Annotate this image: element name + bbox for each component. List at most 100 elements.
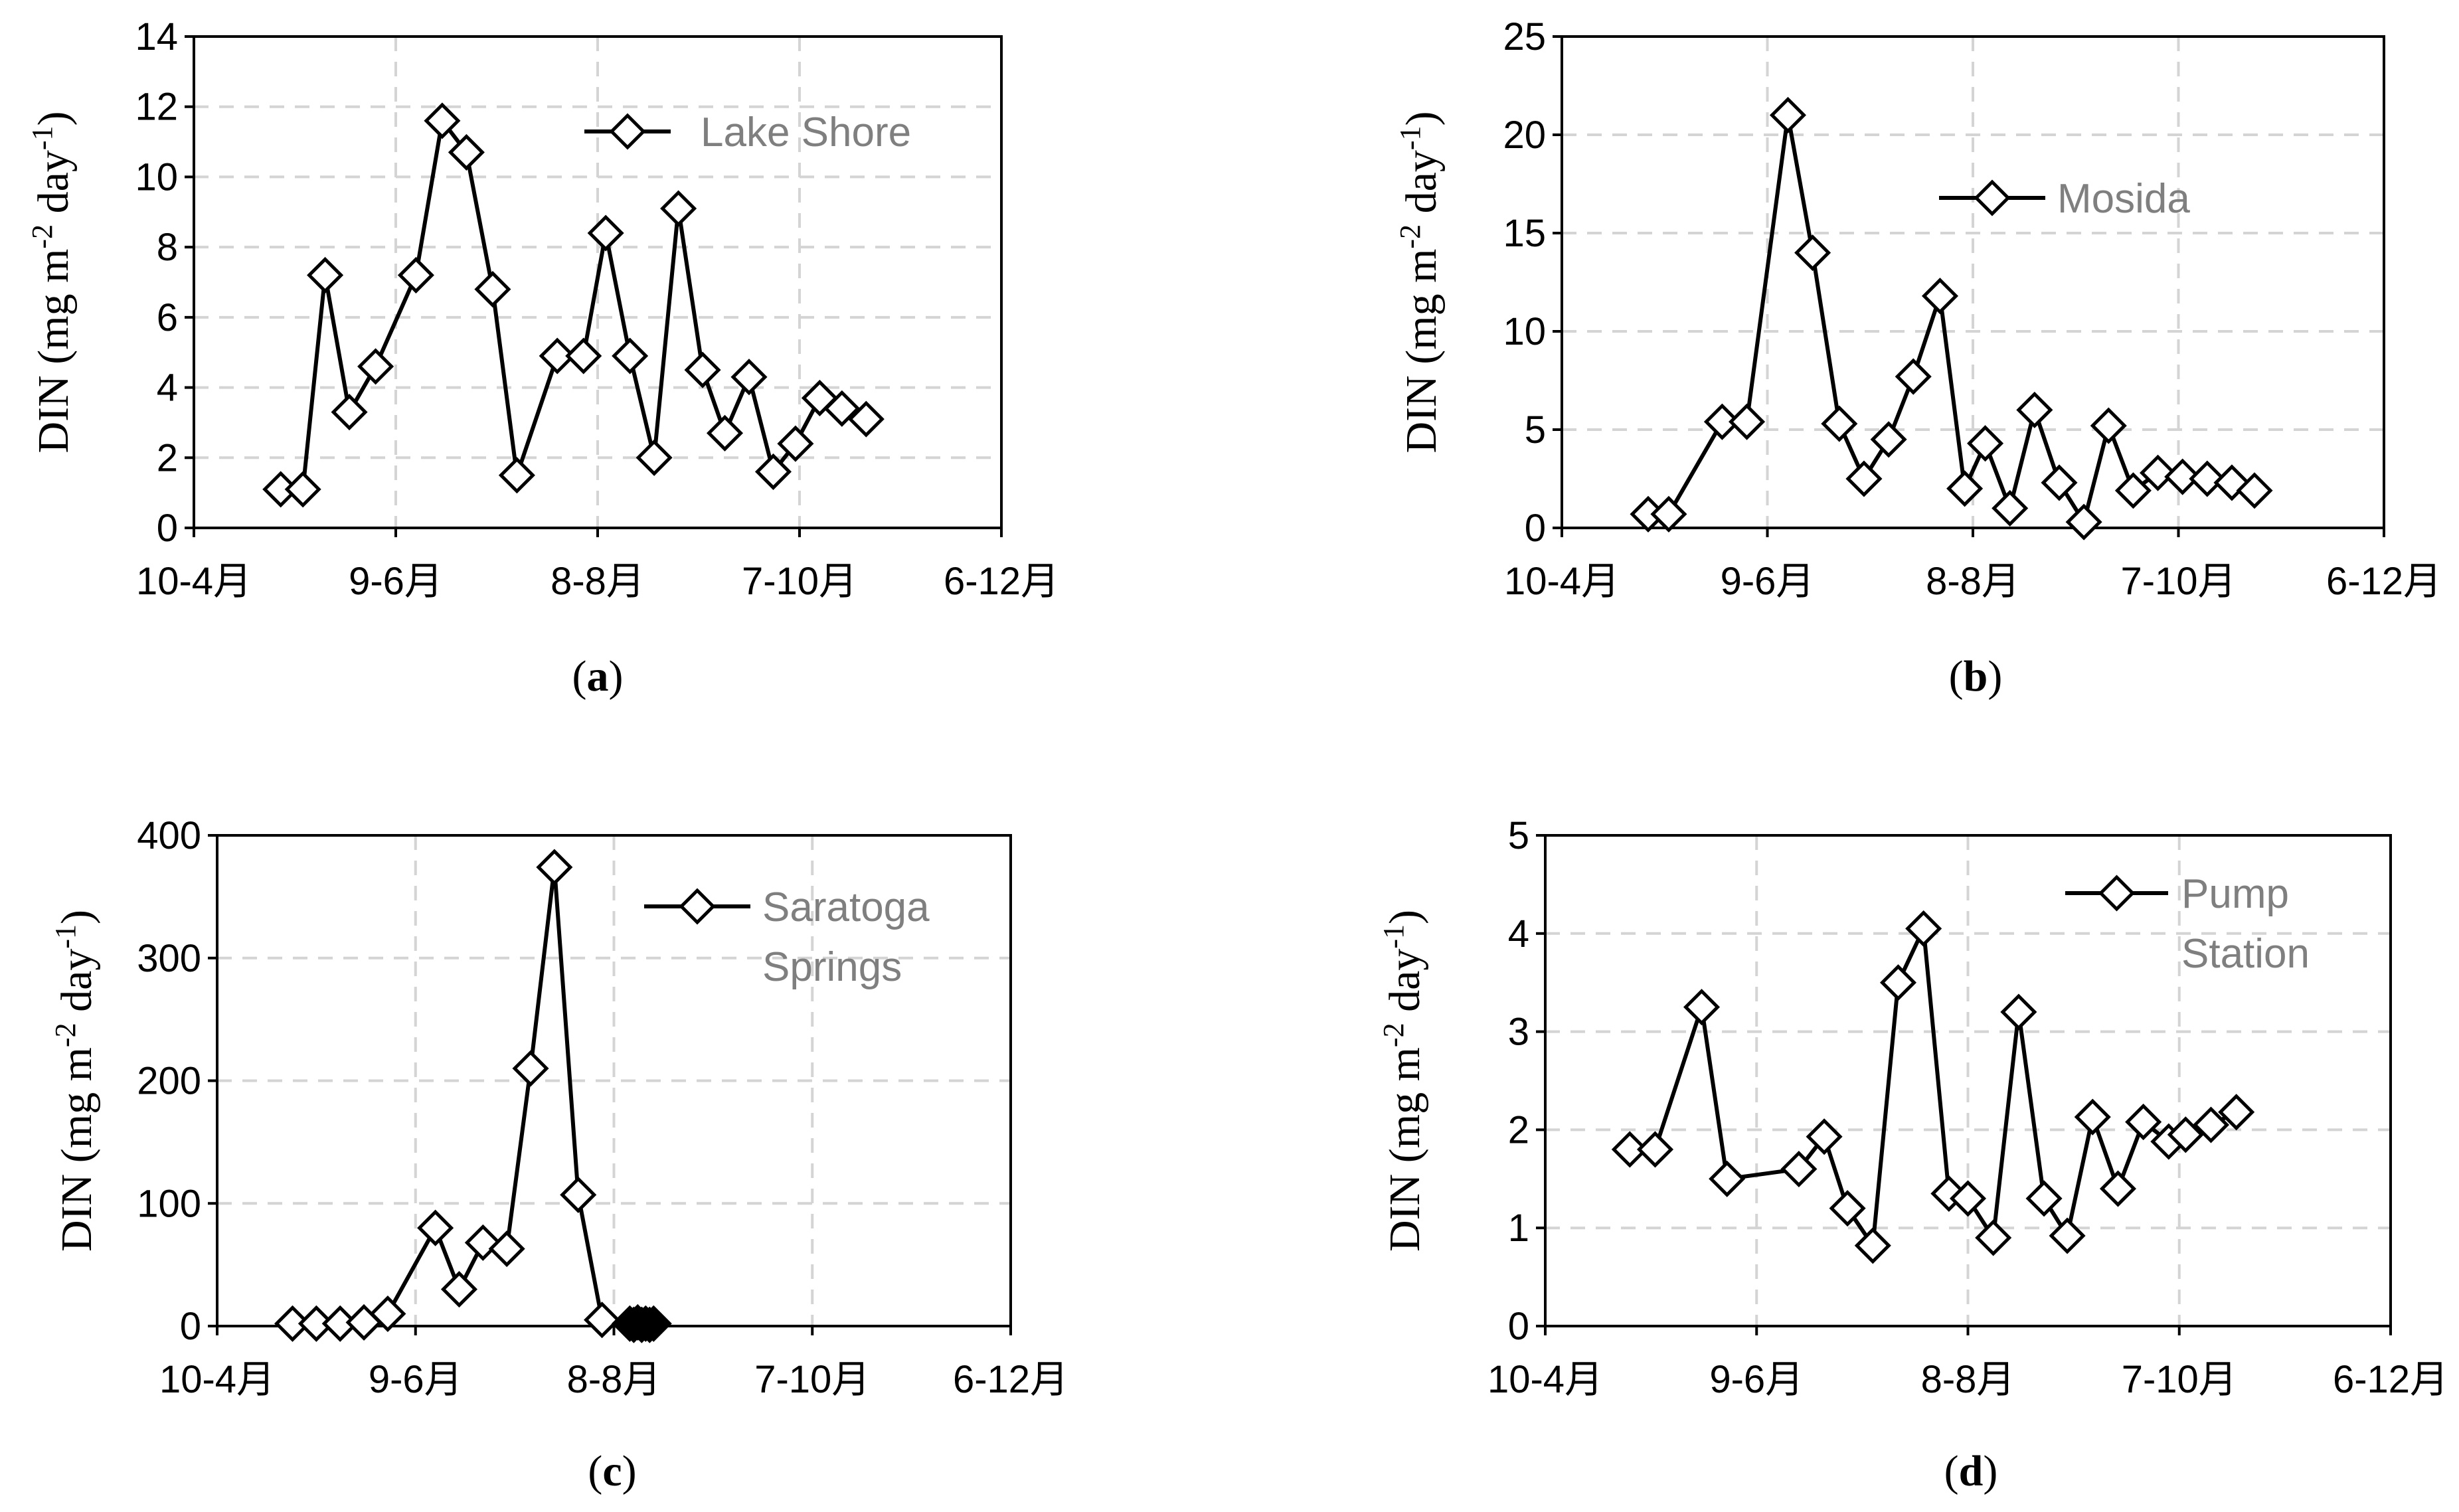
caption-paren: ) (609, 652, 624, 701)
caption-paren: ( (572, 652, 587, 701)
legend-label: Pump (2181, 871, 2289, 917)
data-point (1611, 1131, 1648, 1168)
caption-paren: ) (1988, 652, 2002, 701)
y-tick-label: 3 (1508, 1011, 1529, 1054)
x-tick-label: 8-8月 (1921, 1358, 2015, 1401)
data-point (512, 1050, 549, 1087)
data-point (660, 190, 697, 227)
data-point (1769, 96, 1806, 133)
series-1 (1630, 96, 2273, 541)
data-point (2236, 472, 2273, 509)
data-point (1879, 964, 1917, 1001)
y-tick-label: 25 (1503, 15, 1546, 58)
series-line (292, 865, 604, 1326)
data-point (1967, 425, 2004, 462)
data-point (1829, 1190, 1866, 1227)
y-axis-label-superscript: -2 (26, 224, 58, 249)
x-tick-label: 7-10月 (2122, 1358, 2237, 1401)
panel-caption: (c) (588, 1447, 636, 1495)
data-point (1650, 495, 1687, 533)
y-tick-label: 2 (1508, 1108, 1529, 1151)
y-tick-label: 400 (137, 814, 201, 857)
data-point (2218, 1094, 2255, 1131)
data-point (730, 359, 768, 396)
legend-label: Station (2181, 931, 2310, 977)
y-tick-label: 4 (1508, 912, 1529, 956)
x-tick-label: 7-10月 (2120, 560, 2236, 603)
y-axis-label-part: day (1381, 949, 1429, 1023)
y-axis-label-part: ) (1381, 910, 1429, 924)
data-point (274, 1305, 311, 1342)
data-point (2065, 503, 2102, 541)
data-point (1895, 358, 1932, 395)
x-tick-label: 6-12月 (2326, 560, 2442, 603)
legend-label: Mosida (2057, 176, 2190, 222)
x-tick-label: 6-12月 (953, 1358, 1068, 1401)
y-tick-label: 2 (157, 436, 178, 479)
y-axis-label-part: DIN (mg m (1397, 249, 1446, 454)
y-tick-label: 0 (1525, 507, 1546, 550)
y-axis-label: DIN (mg m-2 day-1) (1377, 910, 1430, 1252)
data-point (1921, 278, 1959, 315)
data-point (2140, 454, 2177, 491)
data-point (1821, 405, 1858, 442)
data-point (1992, 489, 2029, 527)
panel-caption: (d) (1944, 1447, 1998, 1495)
caption-letter: c (602, 1447, 622, 1495)
x-tick-label: 9-6月 (1721, 560, 1815, 603)
y-tick-label: 8 (157, 226, 178, 269)
legend-marker (2098, 875, 2136, 912)
y-tick-label: 0 (1508, 1305, 1529, 1348)
data-point (1905, 910, 1942, 947)
y-tick-label: 4 (157, 367, 178, 410)
y-axis-label-superscript: -1 (1394, 126, 1426, 150)
y-axis-label-superscript: -1 (26, 126, 58, 150)
x-tick-label: 6-12月 (944, 560, 1059, 603)
data-point (2074, 1098, 2111, 1135)
y-axis-label-superscript: -1 (1377, 924, 1410, 949)
panel-caption: (b) (1949, 652, 2003, 701)
y-axis-label: DIN (mg m-2 day-1) (49, 910, 102, 1252)
data-point (307, 256, 344, 294)
y-tick-label: 10 (135, 155, 178, 199)
y-axis-label-part: day (1397, 150, 1446, 224)
y-axis-label-part: DIN (mg m (1381, 1047, 1429, 1252)
data-point (369, 1295, 406, 1333)
x-tick-label: 8-8月 (567, 1358, 661, 1401)
data-point (1703, 403, 1740, 440)
x-tick-label: 9-6月 (1709, 1358, 1804, 1401)
x-tick-label: 8-8月 (1926, 560, 2020, 603)
data-point (1729, 403, 1766, 440)
grid (1545, 834, 2391, 1326)
caption-paren: ) (622, 1447, 637, 1495)
x-tick-label: 9-6月 (369, 1358, 463, 1401)
data-point (560, 1176, 597, 1213)
data-point (1709, 1160, 1746, 1197)
y-tick-label: 200 (137, 1060, 201, 1103)
x-tick-label: 10-4月 (1487, 1358, 1603, 1401)
data-point (684, 351, 721, 388)
data-point (1845, 460, 1883, 497)
data-point (440, 1271, 478, 1308)
data-point (2090, 407, 2127, 444)
data-point (1946, 470, 1984, 507)
data-point (1806, 1118, 1843, 1155)
y-axis-label-part: day (29, 150, 78, 224)
legend-label: Springs (762, 944, 902, 990)
data-point (1683, 989, 1721, 1026)
grid (1562, 35, 2384, 528)
data-point (474, 271, 511, 308)
data-point (2049, 1217, 2086, 1254)
data-point (331, 394, 368, 431)
caption-letter: a (587, 652, 609, 701)
caption-paren: ( (1944, 1447, 1959, 1495)
data-point (536, 849, 573, 886)
y-tick-label: 20 (1503, 114, 1546, 157)
data-point (587, 214, 624, 252)
data-point (1949, 1180, 1987, 1217)
data-point (498, 457, 535, 494)
x-tick-label: 6-12月 (2333, 1358, 2448, 1401)
y-axis-label-part: day (52, 949, 101, 1023)
chart-panel-c: 0 100 200 300 400 10-4月 9-6月 8-8月 7-10月 6-12月 DIN … (49, 814, 1069, 1495)
